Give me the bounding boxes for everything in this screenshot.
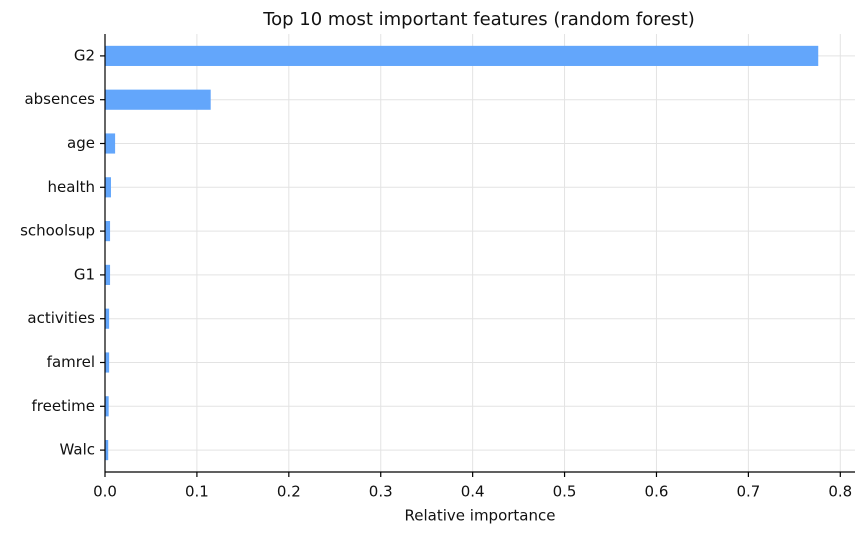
bar [105, 352, 110, 373]
chart-title: Top 10 most important features (random f… [262, 9, 695, 30]
y-tick-label: G2 [74, 46, 95, 64]
y-tick-label: Walc [60, 441, 95, 459]
y-tick-label: famrel [47, 353, 95, 371]
bar [105, 221, 111, 242]
x-tick-label: 0.4 [461, 483, 485, 501]
bar [105, 440, 109, 461]
x-tick-label: 0.5 [553, 483, 577, 501]
y-tick-label: age [67, 134, 95, 152]
bar [105, 133, 116, 154]
bar [105, 177, 111, 198]
bar [105, 45, 819, 66]
y-tick-label: G1 [74, 265, 95, 283]
x-tick-label: 0.1 [185, 483, 209, 501]
x-tick-label: 0.6 [645, 483, 669, 501]
x-tick-label: 0.7 [736, 483, 760, 501]
y-tick-label: activities [27, 309, 95, 327]
bar [105, 89, 211, 110]
bar [105, 264, 111, 285]
bar [105, 396, 109, 417]
x-tick-label: 0.2 [277, 483, 301, 501]
x-tick-label: 0.3 [369, 483, 393, 501]
y-tick-label: health [48, 178, 95, 196]
x-tick-label: 0.0 [93, 483, 117, 501]
y-tick-label: freetime [32, 397, 95, 415]
bar [105, 308, 110, 329]
x-axis-label: Relative importance [405, 507, 556, 525]
y-tick-label: absences [24, 90, 95, 108]
x-tick-label: 0.8 [828, 483, 852, 501]
y-tick-label: schoolsup [20, 222, 95, 240]
